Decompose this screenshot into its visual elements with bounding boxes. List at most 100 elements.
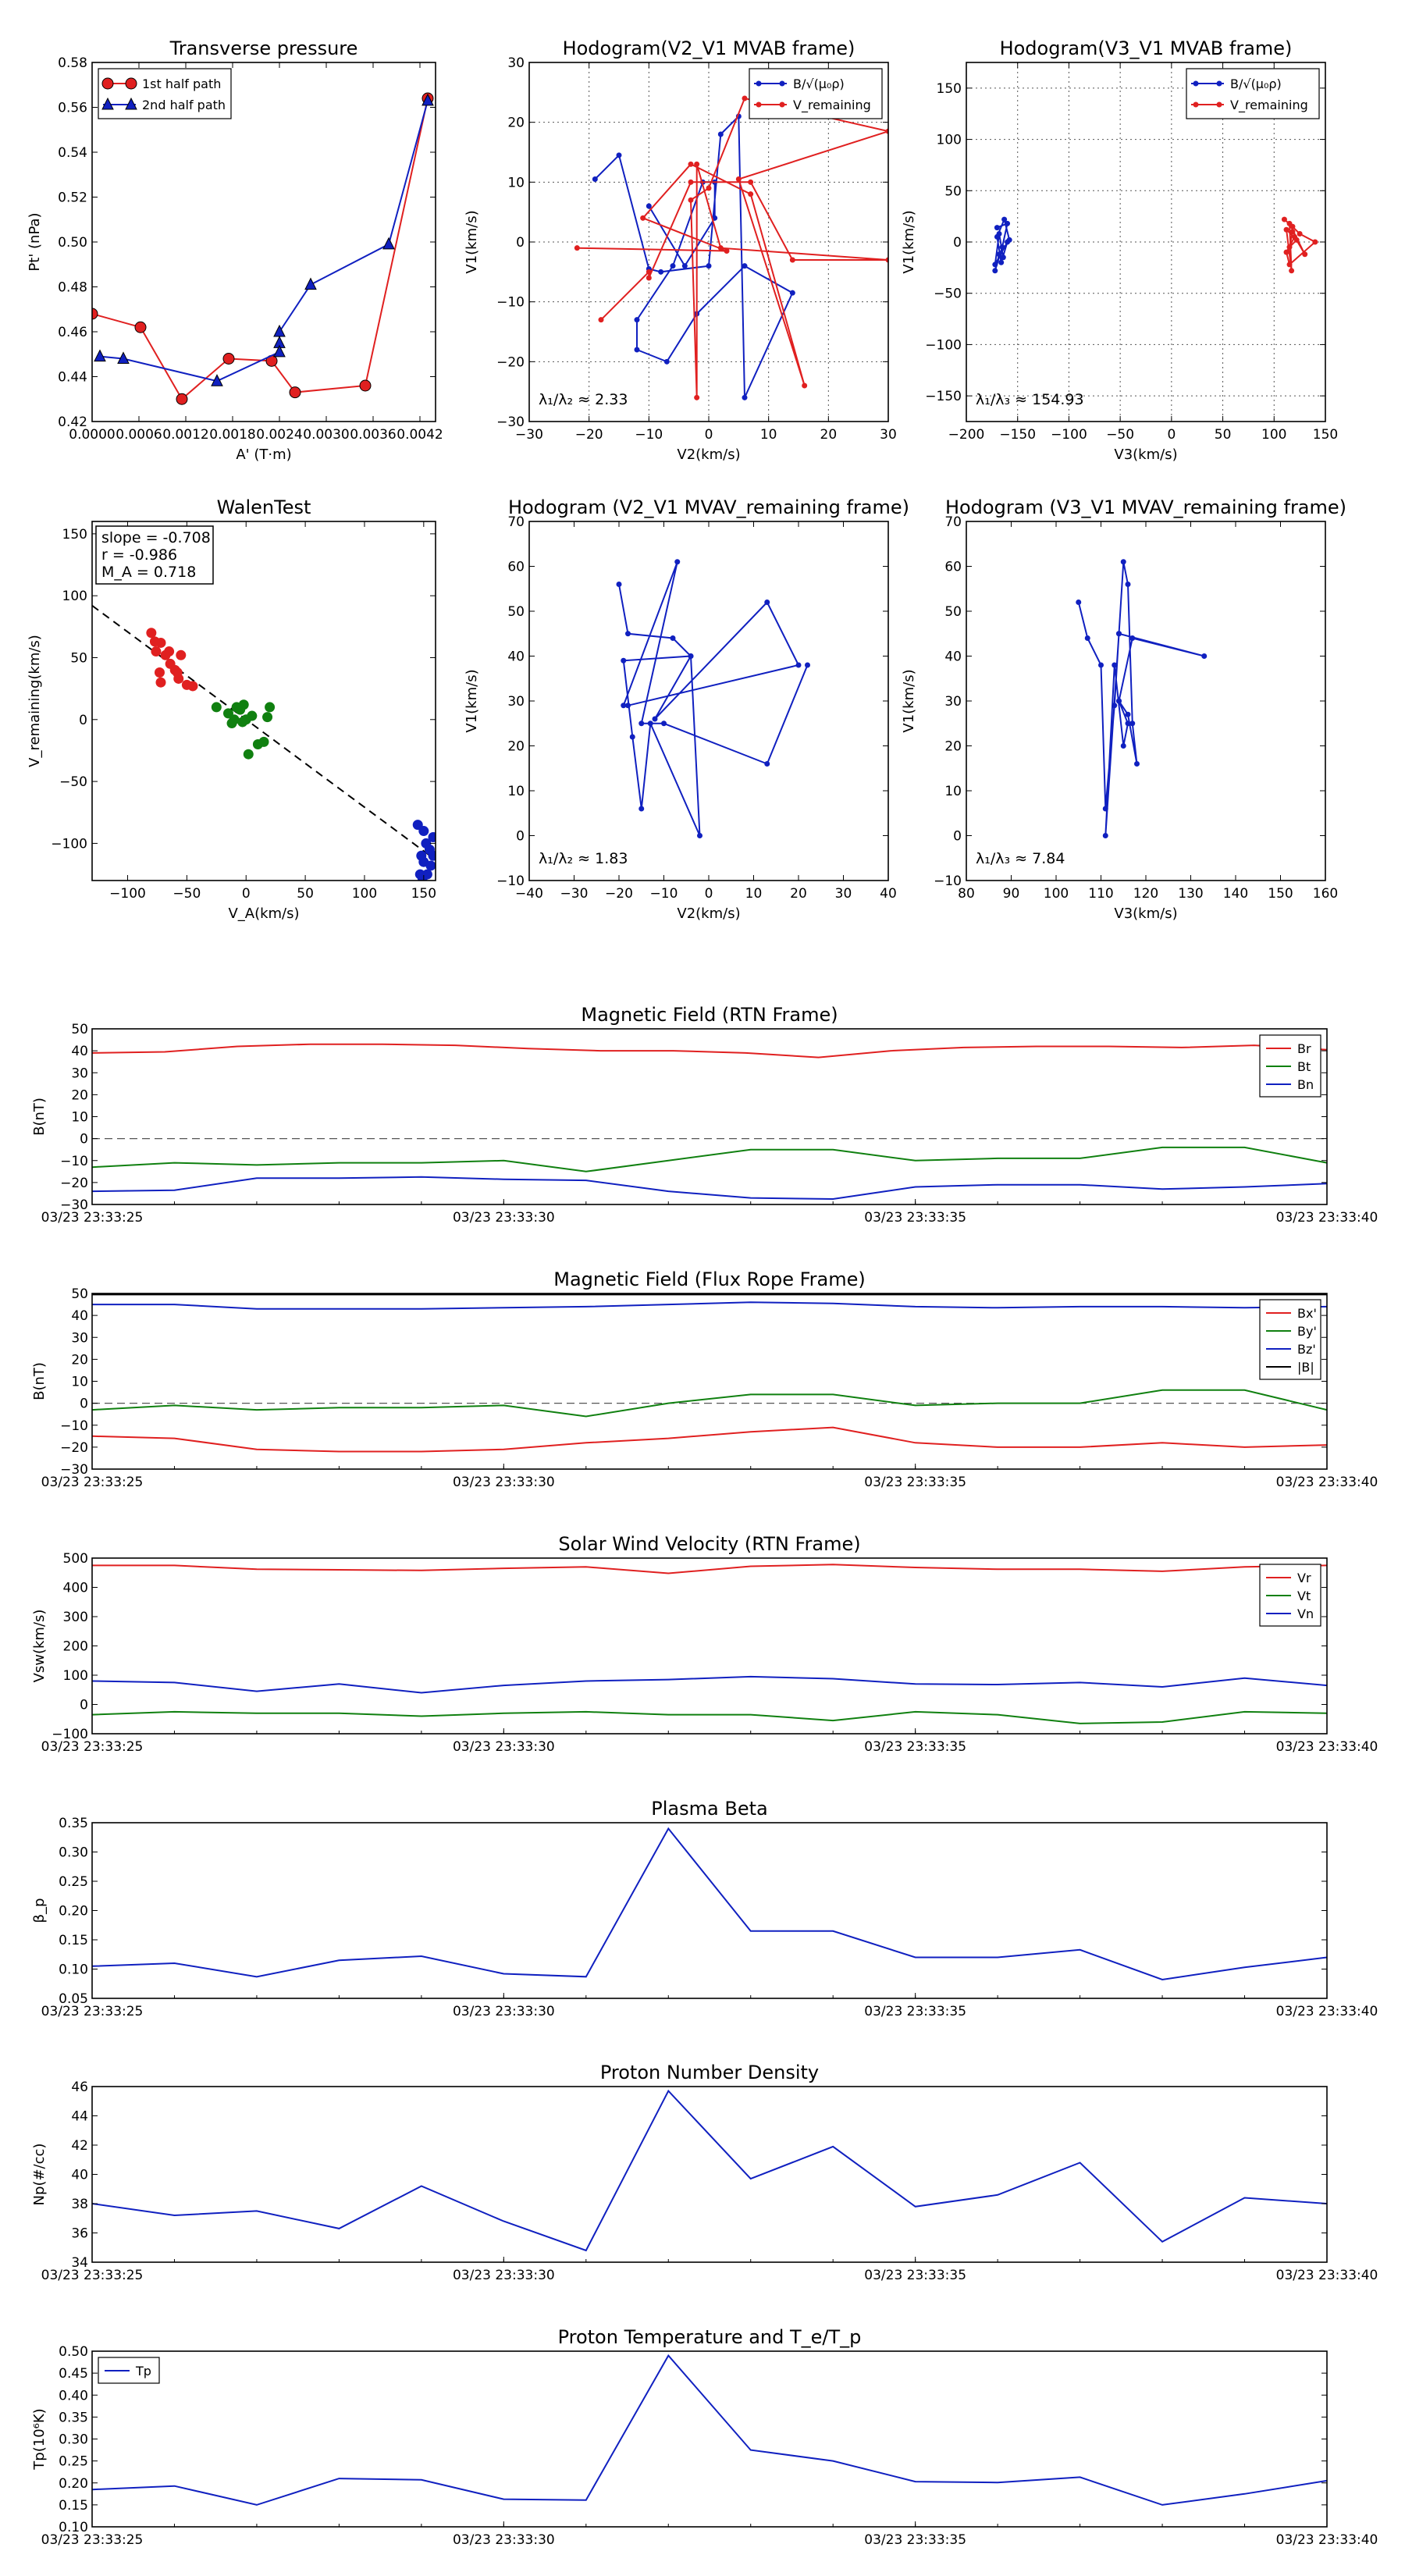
point-10	[688, 197, 694, 203]
chart-title: Magnetic Field (Flux Rope Frame)	[553, 1268, 865, 1290]
point-11	[996, 230, 1002, 237]
y-tick-label: 30	[507, 55, 525, 71]
x-tick-label: −150	[999, 427, 1036, 443]
point-10	[155, 677, 166, 688]
stats-frame	[95, 525, 214, 585]
y-tick-label: −30	[60, 1197, 88, 1213]
fit-line	[92, 604, 436, 861]
y-tick-label: 0.25	[59, 2454, 88, 2470]
point-8	[789, 290, 795, 296]
series-1	[94, 93, 434, 386]
point-6	[1001, 216, 1008, 222]
series-line-β	[92, 1827, 1327, 1981]
plot-frame	[91, 1293, 1328, 1470]
x-tick-label: 03/23 23:33:25	[41, 2268, 144, 2283]
y-tick-label: 100	[937, 133, 962, 148]
point-8	[1286, 220, 1293, 226]
series-line	[1077, 561, 1205, 836]
legend-label: V_remaining	[793, 98, 871, 113]
point-2	[640, 215, 646, 221]
plot-area	[92, 1043, 1327, 1201]
point-4	[1112, 703, 1118, 709]
point-legend	[1193, 80, 1199, 87]
y-axis-label: B(nT)	[31, 1362, 48, 1400]
point-1	[1005, 220, 1011, 226]
y-tick-label: −50	[934, 286, 962, 302]
y-tick-label: −10	[496, 295, 525, 311]
stats-line: slope = -0.708	[101, 529, 211, 546]
point-13	[1289, 229, 1296, 235]
stats-line: M_A = 0.718	[101, 564, 196, 581]
plot-area	[92, 2354, 1327, 2506]
x-tick-label: 150	[1268, 886, 1293, 902]
point-0	[1281, 216, 1287, 222]
series-line-Bn	[92, 1176, 1327, 1201]
series-1	[1281, 216, 1318, 274]
point-5	[629, 734, 635, 740]
y-tick-label: 38	[71, 2197, 88, 2212]
point-18	[646, 275, 652, 281]
point-10	[1125, 711, 1131, 717]
point-6	[226, 718, 237, 729]
point-15	[674, 559, 681, 565]
x-tick-label: −50	[173, 886, 201, 902]
series-line	[618, 561, 809, 836]
series-line	[577, 97, 888, 398]
y-tick-label: 0	[516, 235, 525, 251]
series-line-By'	[92, 1389, 1327, 1418]
point-8	[94, 349, 106, 362]
point-5	[289, 386, 301, 399]
point-7	[647, 720, 653, 727]
y-axis-label: Vsw(km/s)	[31, 1610, 48, 1683]
plot-area	[92, 1293, 1327, 1453]
point-12	[634, 347, 640, 353]
panel-3: WalenTest −100 −50 0 50 100 150 −100 −50 0 50 100 15…	[27, 496, 436, 922]
y-tick-label: −20	[496, 354, 525, 370]
x-tick-label: 90	[1003, 886, 1020, 902]
point-4	[428, 850, 436, 861]
series-0	[592, 113, 795, 400]
x-tick-label: 03/23 23:33:30	[453, 2268, 555, 2283]
y-tick-label: 46	[71, 2080, 88, 2095]
x-tick-label: −200	[948, 427, 985, 443]
point-6	[735, 176, 742, 182]
x-axis-label: A' (T·m)	[236, 447, 291, 463]
y-tick-label: 70	[507, 514, 525, 530]
point-14	[1116, 631, 1122, 637]
plot-frame	[91, 2350, 1328, 2528]
point-1	[382, 237, 395, 250]
x-tick-label: −10	[650, 886, 678, 902]
y-tick-label: 0	[953, 829, 962, 845]
x-tick-label: 03/23 23:33:35	[864, 1210, 966, 1226]
y-tick-label: 34	[71, 2255, 88, 2271]
y-tick-label: 60	[507, 560, 525, 575]
y-tick-label: 20	[507, 739, 525, 755]
ratio-annotation: λ₁/λ₂ ≈ 1.83	[539, 850, 628, 867]
legend: Bx' By' Bz' |B|	[1259, 1299, 1321, 1380]
x-axis-label: V2(km/s)	[677, 906, 740, 922]
chart-title: Solar Wind Velocity (RTN Frame)	[558, 1533, 860, 1555]
legend-label: Bt	[1297, 1059, 1311, 1074]
y-tick-label: −50	[59, 774, 87, 790]
point-3	[222, 353, 235, 365]
y-tick-label: −150	[925, 389, 962, 404]
x-axis-label: V3(km/s)	[1114, 447, 1177, 463]
series-line-Vn	[92, 1675, 1327, 1694]
y-tick-label: 0.48	[58, 280, 87, 296]
point-9	[1005, 239, 1011, 245]
x-axis-label: V2(km/s)	[677, 447, 740, 463]
x-tick-label: 03/23 23:33:30	[453, 1210, 555, 1226]
y-tick-label: 0.58	[58, 55, 87, 71]
legend-label: Vr	[1297, 1571, 1311, 1585]
x-tick-label: 03/23 23:33:35	[864, 1475, 966, 1490]
plot-frame	[91, 1822, 1328, 1999]
series-line-Vt	[92, 1710, 1327, 1724]
point-7	[1125, 582, 1131, 587]
y-tick-label: −100	[51, 836, 87, 852]
series-0	[146, 628, 198, 692]
x-tick-label: −40	[515, 886, 543, 902]
point-7	[176, 649, 187, 660]
y-tick-label: 150	[62, 527, 87, 543]
y-axis-label: V_remaining(km/s)	[27, 635, 43, 767]
y-axis-label: Pt' (nPa)	[27, 212, 43, 271]
